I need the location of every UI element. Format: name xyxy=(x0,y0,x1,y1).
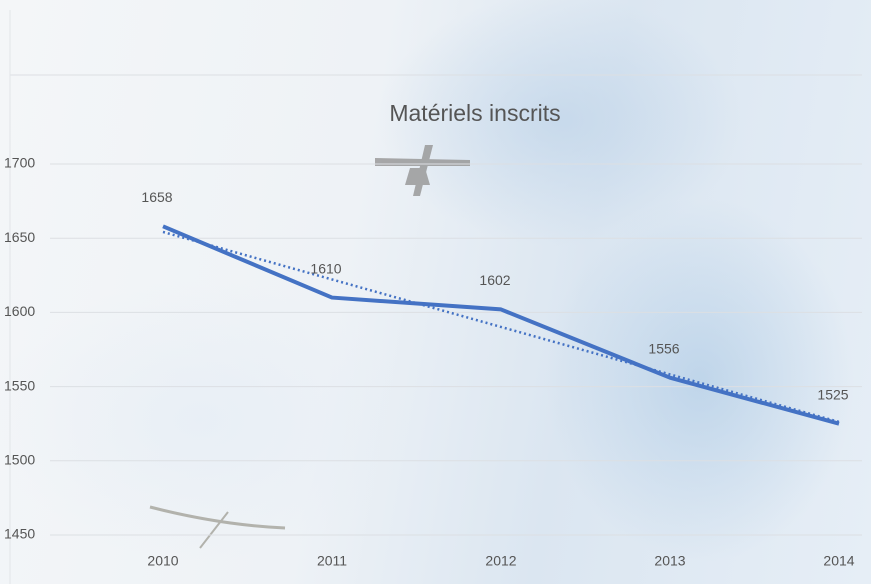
chart-title: Matériels inscrits xyxy=(389,100,560,126)
y-tick-label: 1650 xyxy=(4,229,35,245)
data-label: 1610 xyxy=(310,260,341,276)
y-tick-label: 1450 xyxy=(4,526,35,542)
y-tick-label: 1600 xyxy=(4,303,35,319)
x-tick-label: 2013 xyxy=(654,553,685,569)
y-tick-label: 1500 xyxy=(4,452,35,468)
y-tick-label: 1700 xyxy=(4,155,35,171)
data-label: 1525 xyxy=(817,386,848,402)
data-label: 1658 xyxy=(141,189,172,205)
glider-icon xyxy=(149,505,286,549)
y-tick-label: 1550 xyxy=(4,377,35,393)
plane-icon xyxy=(375,145,470,196)
data-label: 1602 xyxy=(479,272,510,288)
trend-line xyxy=(162,230,840,424)
x-tick-label: 2011 xyxy=(317,553,347,569)
data-label: 1556 xyxy=(648,340,679,356)
x-tick-label: 2014 xyxy=(823,553,854,569)
x-tick-label: 2012 xyxy=(485,553,516,569)
data-line xyxy=(162,224,840,426)
x-tick-label: 2010 xyxy=(147,553,178,569)
